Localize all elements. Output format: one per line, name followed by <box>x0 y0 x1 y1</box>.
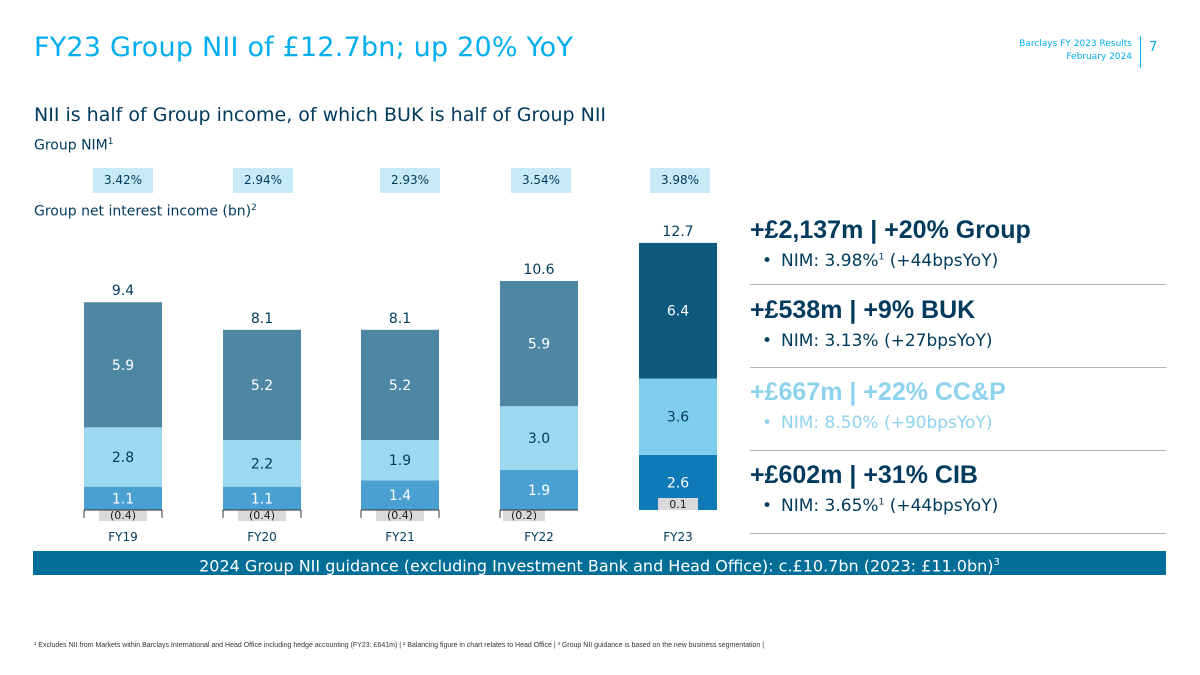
bar-label-middle: 2.8 <box>112 450 134 466</box>
x-tick-label: FY23 <box>663 530 693 544</box>
bar-segment-middle <box>500 406 578 470</box>
head-office-label: (0.4) <box>249 509 275 522</box>
page-title: FY23 Group NII of £12.7bn; up 20% YoY <box>34 32 574 63</box>
panel-group: +£2,137m | +20% Group NIM: 3.98%1 (+44bp… <box>750 216 1166 271</box>
bar-label-bottom: 1.1 <box>251 491 273 507</box>
bar-segment-bottom <box>223 486 301 510</box>
bar-label-bottom: 1.1 <box>112 491 134 507</box>
nim-pill-fy19: 3.42% <box>93 168 153 193</box>
x-tick-label: FY21 <box>385 530 415 544</box>
guidance-banner: 2024 Group NII guidance (excluding Inves… <box>33 551 1166 575</box>
head-office-label: (0.2) <box>511 509 537 522</box>
bar-label-top: 5.2 <box>251 378 273 394</box>
x-tick-label: FY19 <box>108 530 138 544</box>
panel-cib: +£602m | +31% CIB NIM: 3.65%1 (+44bpsYoY… <box>750 461 1166 516</box>
panel-divider <box>750 450 1166 451</box>
panel-divider <box>750 533 1166 534</box>
bar-segment-bottom <box>84 486 162 510</box>
bar-label-top: 5.2 <box>389 378 411 394</box>
panel-buk-headline: +£538m | +9% BUK <box>750 296 976 324</box>
meta-divider <box>1140 36 1141 68</box>
page-number: 7 <box>1149 40 1158 55</box>
bar-label-bottom: 2.6 <box>667 475 689 491</box>
panel-divider <box>750 367 1166 368</box>
panel-ccp-nim: NIM: 8.50% (+90bpsYoY) <box>750 413 1166 433</box>
bar-label-middle: 2.2 <box>251 456 273 472</box>
nii-bar-chart: 1.1 2.8 5.9 9.4 (0.4) FY19 1.1 2.2 5.2 8.1 (0.4) FY… <box>83 224 717 544</box>
bar-segment-bottom <box>361 480 439 510</box>
report-meta: Barclays FY 2023 Results February 2024 <box>1019 38 1132 64</box>
bar-label-bottom: 1.9 <box>528 483 550 499</box>
section-subtitle: NII is half of Group income, of which BU… <box>34 104 607 126</box>
x-tick-label: FY22 <box>524 530 554 544</box>
bar-segment-top <box>223 329 301 441</box>
panel-cib-headline: +£602m | +31% CIB <box>750 461 978 489</box>
group-nim-label: Group NIM1 <box>34 137 114 154</box>
bar-label-middle: 1.9 <box>389 453 411 469</box>
nim-pill-fy22: 3.54% <box>511 168 571 193</box>
report-date: February 2024 <box>1066 52 1132 62</box>
panel-group-headline: +£2,137m | +20% Group <box>750 216 1031 244</box>
bar-label-top: 5.9 <box>528 337 550 353</box>
panel-buk: +£538m | +9% BUK NIM: 3.13% (+27bpsYoY) <box>750 296 1166 351</box>
bar-total-label: 12.7 <box>662 224 693 240</box>
bar-label-middle: 3.0 <box>528 431 550 447</box>
group-nii-label: Group net interest income (bn)2 <box>34 203 257 220</box>
bar-segment-bottom <box>500 469 578 510</box>
bar-label-top: 6.4 <box>667 304 689 320</box>
bar-label-middle: 3.6 <box>667 410 689 426</box>
bar-segment-top <box>639 242 717 379</box>
bar-segment-middle <box>639 378 717 455</box>
panel-ccp-headline: +£667m | +22% CC&P <box>750 378 1006 406</box>
bar-label-bottom: 1.4 <box>389 488 411 504</box>
bar-segment-middle <box>361 440 439 481</box>
head-office-box <box>658 498 698 510</box>
bar-segment-middle <box>223 440 301 487</box>
bar-total-label: 8.1 <box>251 311 273 327</box>
panel-divider <box>750 284 1166 285</box>
panel-group-nim: NIM: 3.98%1 (+44bpsYoY) <box>750 251 1166 271</box>
head-office-label: (0.4) <box>110 509 136 522</box>
nim-pill-fy23: 3.98% <box>650 168 710 193</box>
head-office-box <box>238 510 286 521</box>
x-tick-label: FY20 <box>247 530 277 544</box>
bar-segment-top <box>361 329 439 441</box>
head-office-label: 0.1 <box>669 498 687 511</box>
bar-label-top: 5.9 <box>112 358 134 374</box>
bar-total-label: 8.1 <box>389 311 411 327</box>
nim-pill-fy21: 2.93% <box>380 168 440 193</box>
bar-segment-middle <box>84 427 162 487</box>
head-office-box <box>503 510 545 521</box>
panel-buk-nim: NIM: 3.13% (+27bpsYoY) <box>750 331 1166 351</box>
bar-segment-top <box>84 302 162 428</box>
bar-segment-top <box>500 281 578 407</box>
head-office-box <box>376 510 424 521</box>
report-name: Barclays FY 2023 Results <box>1019 39 1132 49</box>
footnotes: ¹ Excludes NII from Markets within Barcl… <box>34 642 765 649</box>
head-office-box <box>99 510 147 521</box>
panel-cib-nim: NIM: 3.65%1 (+44bpsYoY) <box>750 496 1166 516</box>
bar-total-label: 10.6 <box>523 262 554 278</box>
bar-total-label: 9.4 <box>112 283 134 299</box>
panel-ccp: +£667m | +22% CC&P NIM: 8.50% (+90bpsYoY… <box>750 378 1166 433</box>
head-office-label: (0.4) <box>387 509 413 522</box>
nim-pill-fy20: 2.94% <box>233 168 293 193</box>
